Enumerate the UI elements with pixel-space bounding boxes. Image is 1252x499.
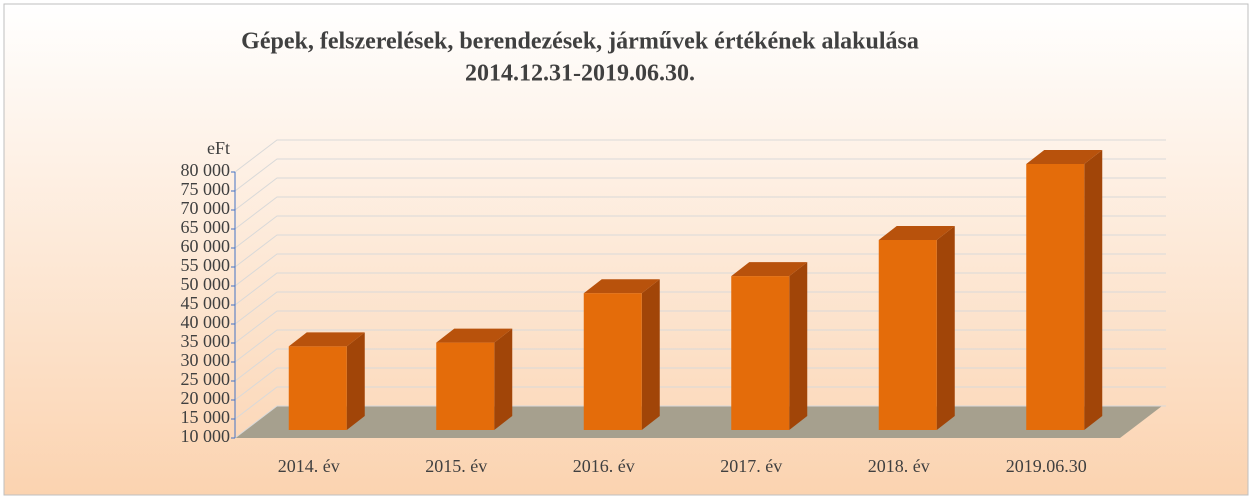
grid-line: [234, 234, 1166, 268]
grid-line: [234, 329, 1166, 363]
grid-line: [234, 386, 1166, 420]
grid-line: [234, 291, 1166, 325]
x-tick-label: 2016. év: [573, 456, 635, 476]
bar-side: [641, 279, 660, 430]
bar-side: [494, 328, 513, 430]
bar-side: [346, 332, 365, 430]
bar-top: [436, 328, 513, 343]
y-tick-label: 10 000: [181, 426, 231, 446]
x-tick-label: 2017. év: [720, 456, 782, 476]
bar: [288, 346, 347, 430]
bar: [878, 240, 937, 430]
grid-line: [234, 272, 1166, 306]
bar: [1026, 164, 1085, 430]
bar-side: [789, 262, 808, 430]
y-tick-label: 50 000: [181, 274, 231, 294]
grid-line: [234, 139, 1166, 173]
y-tick-label: 15 000: [181, 407, 231, 427]
bar-side: [1084, 150, 1103, 430]
y-tick-label: 55 000: [181, 255, 231, 275]
grid-line: [234, 177, 1166, 211]
y-tick-label: 45 000: [181, 293, 231, 313]
x-tick-label: 2015. év: [425, 456, 487, 476]
y-tick-label: 60 000: [181, 236, 231, 256]
y-tick-label: 75 000: [181, 179, 231, 199]
bar-top: [731, 262, 808, 277]
bar-top: [288, 332, 365, 347]
y-tick-label: 30 000: [181, 350, 231, 370]
chart-title: Gépek, felszerelések, berendezések, járm…: [241, 29, 919, 55]
chart-subtitle: 2014.12.31-2019.06.30.: [465, 61, 695, 87]
grid-line: [234, 215, 1166, 249]
floor: [235, 406, 1162, 438]
grid-line: [234, 253, 1166, 287]
y-tick-label: 20 000: [181, 388, 231, 408]
grid-line: [234, 196, 1166, 230]
x-tick-label: 2014. év: [278, 456, 340, 476]
x-tick-label: 2019.06.30: [1006, 456, 1087, 476]
grid-line: [234, 310, 1166, 344]
bar: [583, 293, 642, 430]
y-tick-label: 25 000: [181, 369, 231, 389]
bar-top: [1026, 150, 1103, 164]
grid-line: [234, 348, 1166, 382]
grid-line: [234, 367, 1166, 401]
x-tick-label: 2018. év: [868, 456, 930, 476]
y-tick-label: 35 000: [181, 331, 231, 351]
bar: [731, 276, 790, 430]
bar-side: [936, 226, 955, 430]
bar-top: [878, 226, 955, 240]
bar-top: [583, 279, 660, 294]
bar: [436, 342, 495, 430]
grid-line: [234, 158, 1166, 192]
y-tick-label: 70 000: [181, 198, 231, 218]
y-tick-label: 80 000: [181, 160, 231, 180]
y-axis-label: eFt: [207, 138, 230, 158]
y-tick-label: 65 000: [181, 217, 231, 237]
grid-line: [234, 405, 1166, 439]
y-tick-label: 40 000: [181, 312, 231, 332]
